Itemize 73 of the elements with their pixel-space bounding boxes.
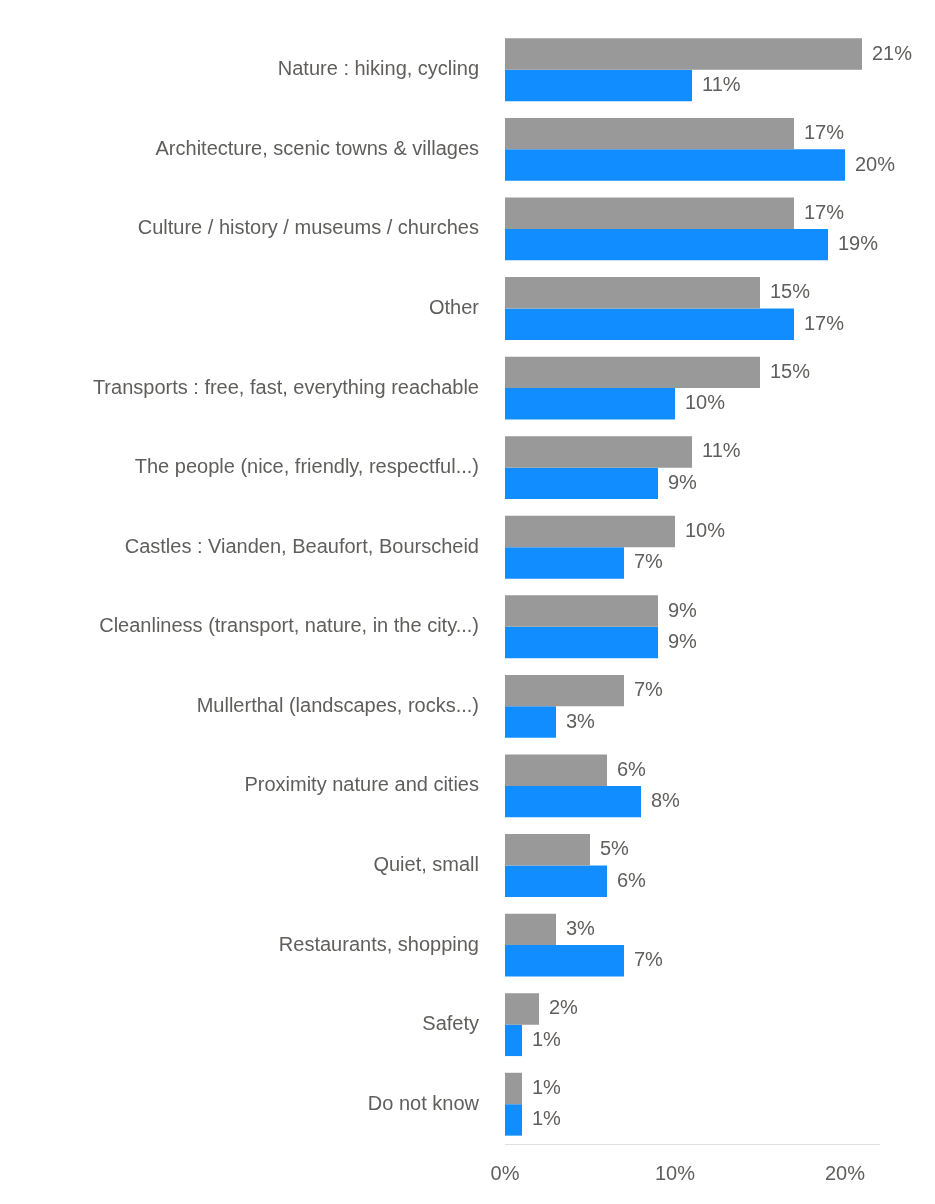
x-tick-label: 0% (490, 1161, 520, 1184)
bar (505, 436, 692, 468)
y-tick-label: Proximity nature and cities (244, 773, 479, 796)
data-label: 6% (617, 757, 647, 780)
data-label: 2% (549, 996, 579, 1019)
bar (505, 467, 658, 500)
data-label: 10% (685, 391, 726, 414)
bar (505, 547, 624, 579)
bar (505, 754, 607, 786)
data-label: 17% (804, 311, 845, 334)
bar (505, 706, 556, 738)
bar (505, 149, 845, 181)
data-label: 8% (651, 789, 681, 812)
data-label: 1% (532, 1076, 562, 1099)
data-label: 11% (702, 73, 741, 96)
y-tick-label: Do not know (367, 1091, 480, 1114)
bar (505, 388, 675, 420)
y-tick-label: The people (nice, friendly, respectful...) (134, 455, 479, 478)
bar (505, 993, 539, 1025)
data-label: 7% (634, 678, 664, 701)
data-label: 21% (872, 41, 913, 64)
data-label: 10% (685, 519, 726, 542)
data-label: 3% (566, 916, 596, 939)
bar (505, 1024, 522, 1057)
data-label: 5% (600, 837, 630, 860)
bar (505, 117, 794, 150)
y-tick-label: Safety (422, 1012, 479, 1035)
data-label: 9% (668, 630, 698, 653)
data-label: 1% (532, 1107, 562, 1130)
bar (505, 277, 760, 309)
bar (505, 515, 675, 548)
bar (505, 356, 760, 389)
bar (505, 834, 590, 866)
data-label: 15% (770, 280, 811, 303)
bar (505, 626, 658, 659)
bar (505, 197, 794, 229)
y-tick-label: Quiet, small (373, 853, 479, 876)
y-tick-label: Transports : free, fast, everything reachable (92, 375, 479, 398)
x-tick-label: 10% (654, 1161, 696, 1184)
y-tick-label: Restaurants, shopping (278, 932, 479, 955)
data-label: 1% (532, 1027, 562, 1050)
data-label: 9% (668, 470, 698, 493)
data-label: 11% (702, 439, 741, 462)
bar (505, 228, 828, 261)
bar (505, 674, 624, 707)
bar (505, 595, 658, 627)
data-label: 19% (838, 232, 879, 255)
y-tick-label: Architecture, scenic towns & villages (155, 136, 479, 159)
bar (505, 1072, 522, 1105)
y-tick-label: Mullerthal (landscapes, rocks...) (196, 693, 479, 716)
bar (505, 945, 624, 977)
data-label: 17% (804, 121, 845, 144)
y-tick-label: Other (428, 296, 480, 319)
data-label: 9% (668, 598, 698, 621)
bar (505, 913, 556, 946)
y-tick-label: Nature : hiking, cycling (277, 57, 479, 80)
data-label: 15% (770, 359, 811, 382)
bar (505, 38, 862, 70)
y-tick-label: Castles : Vianden, Beaufort, Bourscheid (124, 534, 479, 557)
bar (505, 785, 641, 818)
data-label: 6% (617, 868, 647, 891)
y-tick-label: Cleanliness (transport, nature, in the city...) (99, 614, 479, 637)
y-tick-label: Culture / history / museums / churches (137, 216, 479, 239)
bar (505, 865, 607, 897)
bar (505, 308, 794, 340)
bar (505, 69, 692, 102)
x-tick-label: 20% (824, 1161, 866, 1184)
data-label: 3% (566, 709, 596, 732)
data-label: 7% (634, 550, 664, 573)
data-label: 17% (804, 200, 845, 223)
data-label: 20% (855, 152, 896, 175)
bar (505, 1104, 522, 1136)
data-label: 7% (634, 948, 664, 971)
